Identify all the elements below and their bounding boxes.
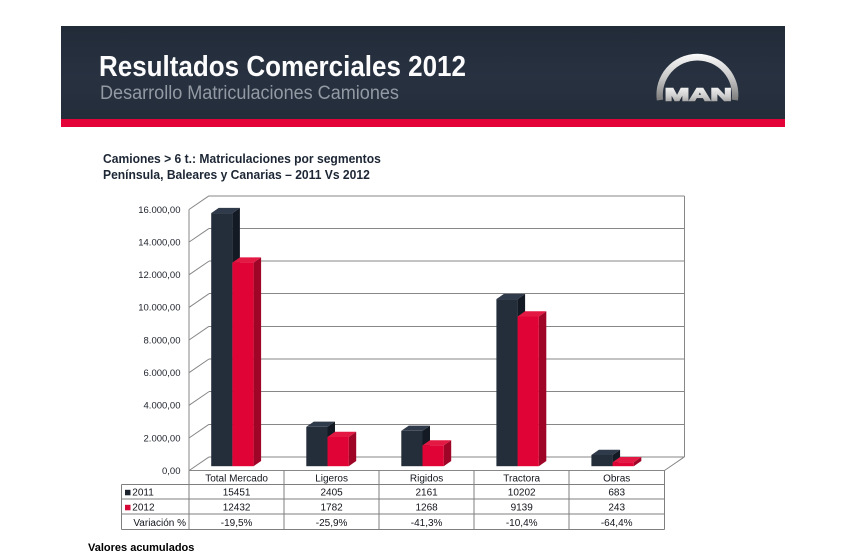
svg-text:16.000,00: 16.000,00	[138, 205, 180, 216]
svg-text:12.000,00: 12.000,00	[138, 270, 180, 281]
svg-text:MAN: MAN	[666, 86, 733, 106]
svg-text:15451: 15451	[223, 488, 251, 499]
svg-text:Total Mercado: Total Mercado	[205, 473, 268, 484]
svg-text:12432: 12432	[223, 503, 251, 514]
svg-text:0,00: 0,00	[162, 466, 181, 477]
svg-text:-19,5%: -19,5%	[221, 518, 253, 529]
svg-text:Obras: Obras	[603, 473, 630, 484]
svg-text:14.000,00: 14.000,00	[138, 237, 180, 248]
svg-text:2405: 2405	[320, 488, 343, 499]
svg-text:Rigidos: Rigidos	[410, 473, 443, 484]
svg-text:10.000,00: 10.000,00	[138, 303, 180, 314]
svg-text:2011: 2011	[132, 488, 154, 499]
svg-text:Tractora: Tractora	[503, 473, 540, 484]
svg-text:Ligeros: Ligeros	[315, 473, 348, 484]
svg-text:-64,4%: -64,4%	[601, 518, 633, 529]
svg-text:9139: 9139	[511, 503, 534, 514]
svg-text:1782: 1782	[320, 503, 343, 514]
svg-text:-25,9%: -25,9%	[316, 518, 348, 529]
svg-text:683: 683	[608, 488, 625, 499]
svg-text:6.000,00: 6.000,00	[144, 368, 181, 379]
svg-text:243: 243	[608, 503, 625, 514]
svg-text:MAN: MAN	[665, 84, 732, 104]
svg-text:-41,3%: -41,3%	[411, 518, 443, 529]
svg-text:-10,4%: -10,4%	[506, 518, 538, 529]
svg-text:2.000,00: 2.000,00	[144, 433, 181, 444]
svg-text:Variación %: Variación %	[133, 518, 186, 529]
svg-text:8.000,00: 8.000,00	[144, 335, 181, 346]
svg-text:10202: 10202	[508, 488, 536, 499]
svg-text:2161: 2161	[415, 488, 438, 499]
svg-text:1268: 1268	[415, 503, 438, 514]
svg-text:2012: 2012	[132, 503, 155, 514]
svg-text:4.000,00: 4.000,00	[144, 401, 181, 412]
